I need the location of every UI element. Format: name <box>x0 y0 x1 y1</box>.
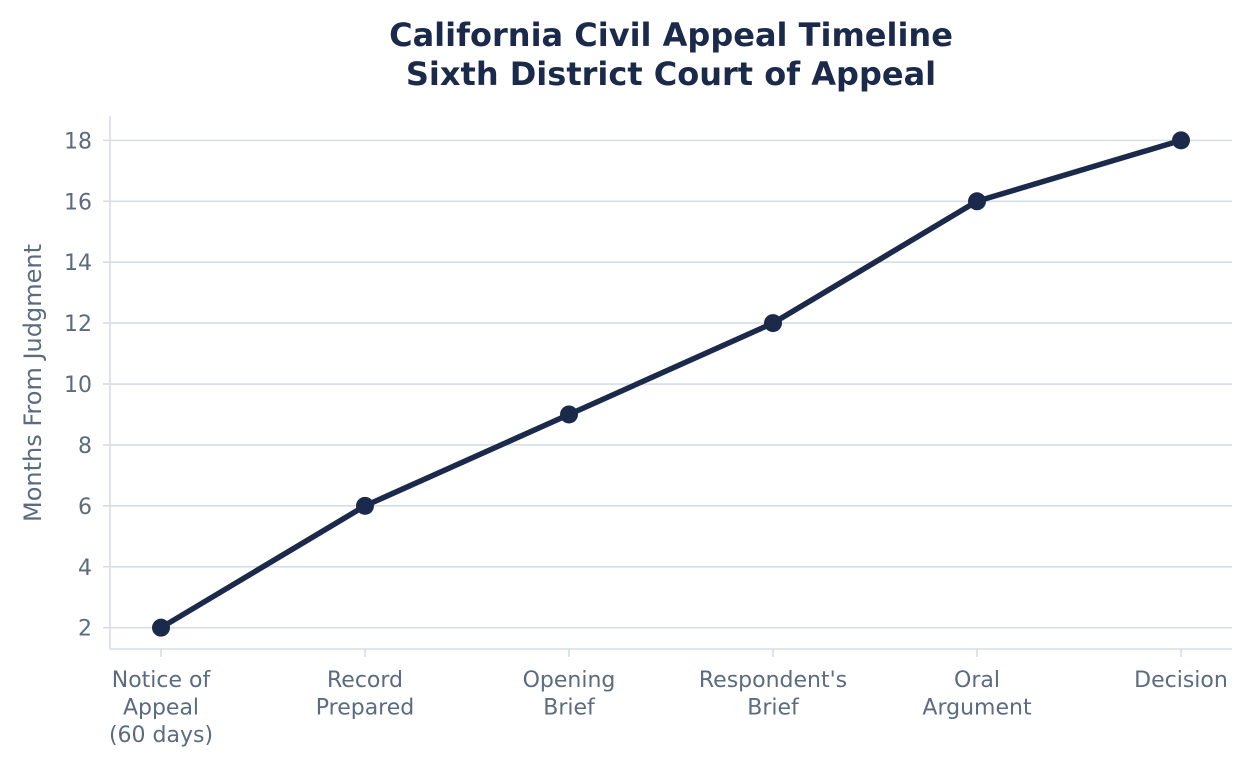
series-line <box>158 137 1184 631</box>
x-tick-label-line: Opening <box>523 668 616 693</box>
x-tick-label-line: Respondent's <box>699 668 847 693</box>
axes <box>103 116 1232 657</box>
x-tick-label: Notice of Appeal (60 days) <box>109 668 213 748</box>
data-point <box>152 618 170 637</box>
x-tick-label: Decision <box>1134 668 1228 693</box>
grid-lines <box>110 139 1232 629</box>
data-point <box>1172 131 1190 150</box>
y-tick-label: 2 <box>78 617 92 642</box>
y-tick-label: 4 <box>78 556 92 581</box>
series-layer <box>152 131 1190 637</box>
x-tick-label-line: Notice of <box>112 668 212 693</box>
x-tick-label-line: Argument <box>922 696 1032 721</box>
tick-labels: 2 4 6 8 10 12 14 16 18 Notice of Appeal (60 days) Re… <box>64 129 1228 748</box>
y-axis-label: Months From Judgment <box>19 244 47 522</box>
data-point <box>356 496 374 515</box>
x-tick-label: Oral Argument <box>922 668 1032 721</box>
x-tick-label-line: Oral <box>954 668 1000 693</box>
y-tick-label: 8 <box>78 434 92 459</box>
x-tick-label: Respondent's Brief <box>699 668 847 721</box>
x-tick-label-line: Record <box>327 668 403 693</box>
y-tick-label: 6 <box>78 495 92 520</box>
y-tick-label: 12 <box>64 312 92 337</box>
y-tick-label: 18 <box>64 129 92 154</box>
y-tick-label: 10 <box>64 373 92 398</box>
y-tick-label: 16 <box>64 190 92 215</box>
x-tick-label-line: (60 days) <box>109 723 213 748</box>
x-tick-label-line: Brief <box>747 696 800 721</box>
x-tick-label: Record Prepared <box>316 668 414 721</box>
data-point <box>560 405 578 424</box>
chart-title: California Civil Appeal Timeline <box>389 16 953 54</box>
y-tick-label: 14 <box>64 251 92 276</box>
x-tick-label-line: Prepared <box>316 696 414 721</box>
data-point <box>968 192 986 211</box>
x-tick-label-line: Appeal <box>123 696 199 721</box>
x-tick-label-line: Decision <box>1134 668 1228 693</box>
x-tick-label: Opening Brief <box>523 668 616 721</box>
chart-subtitle: Sixth District Court of Appeal <box>406 55 936 93</box>
x-tick-label-line: Brief <box>543 696 596 721</box>
data-point <box>764 314 782 333</box>
